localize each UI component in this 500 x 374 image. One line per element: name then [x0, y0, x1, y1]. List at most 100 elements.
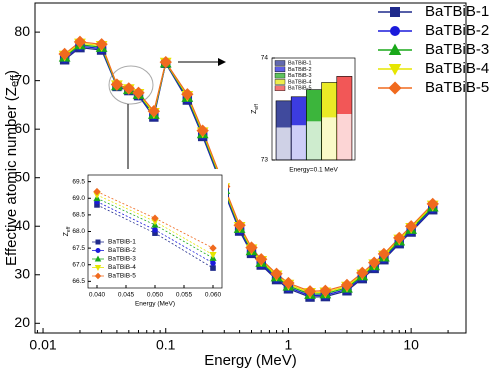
legend-label: BaTBiB-5 [288, 86, 312, 92]
y-label-sub: eff [254, 104, 260, 110]
y-tick-label: 80 [14, 23, 30, 39]
y-axis-label: Zeff [251, 104, 260, 114]
x-axis-label: Energy (MeV) [135, 301, 175, 308]
y-tick-label: 50 [14, 168, 30, 184]
y-tick-label: 68.5 [72, 212, 85, 219]
marker [152, 227, 158, 233]
marker [393, 231, 406, 245]
x-axis-label: Energy=0.1 MeV [289, 167, 338, 174]
bar-shade [337, 113, 352, 160]
x-tick-label: 10 [403, 337, 419, 353]
legend-label: BaTBiB-2 [288, 67, 312, 73]
legend-label: BaTBiB-3 [288, 73, 312, 79]
y-tick-label: 67.5 [72, 245, 85, 252]
marker [303, 285, 317, 298]
marker [209, 244, 217, 252]
marker [319, 284, 332, 297]
legend-swatch [274, 66, 286, 73]
legend-label: BaTBiB-2 [425, 22, 489, 39]
marker [95, 38, 108, 51]
marker [255, 253, 268, 266]
legend-marker [95, 248, 101, 253]
bar-shade [291, 125, 306, 160]
marker [93, 187, 101, 196]
y-tick-label: 69.5 [72, 178, 85, 185]
legend-label: BaTBiB-4 [425, 60, 489, 77]
legend-label: BaTBiB-4 [108, 264, 136, 271]
x-tick-label: 0.01 [29, 337, 56, 353]
series-line [96, 197, 214, 259]
legend-marker [94, 265, 102, 271]
marker [340, 278, 354, 292]
legend-swatch [274, 72, 286, 79]
legend-label: BaTBiB-3 [425, 41, 489, 58]
marker [73, 35, 87, 48]
marker [147, 105, 161, 118]
marker [210, 265, 216, 271]
y-label-sub: eff [66, 226, 72, 232]
marker [270, 267, 283, 280]
legend-label: BaTBiB-2 [108, 247, 136, 254]
y-axis-label: Zeff [63, 226, 72, 236]
legend-label: BaTBiB-1 [108, 239, 136, 246]
marker [233, 219, 246, 232]
legend-marker [388, 43, 402, 55]
legend-swatch [274, 85, 286, 91]
marker [110, 78, 124, 91]
marker [282, 276, 295, 290]
marker [377, 247, 391, 261]
bar-shade [276, 127, 291, 160]
plot-frame [271, 57, 356, 161]
bar-shade [322, 117, 337, 160]
y-tick-label: 69.0 [72, 195, 85, 202]
x-tick-label: 0.040 [89, 292, 106, 299]
marker [210, 260, 216, 266]
y-tick-label: 20 [14, 314, 30, 330]
x-tick-label: 0.050 [147, 292, 164, 299]
legend-swatch [274, 60, 286, 66]
marker [426, 197, 439, 211]
y-axis-label: Effective atomic number (Zeff) [3, 70, 21, 266]
zoom-ellipse [108, 65, 154, 105]
marker [151, 214, 159, 222]
x-tick-label: 0.045 [118, 292, 135, 299]
legend-marker [390, 7, 400, 17]
y-tick-label: 60 [14, 120, 30, 136]
arrow-head [218, 58, 226, 66]
y-label-main: Effective atomic number (Z [3, 87, 20, 266]
marker [122, 82, 135, 95]
y-label-main: Z [63, 231, 70, 236]
marker [196, 124, 209, 137]
y-label-end: ) [3, 70, 20, 75]
inset-background [58, 169, 228, 318]
legend-swatch [274, 79, 286, 85]
marker [368, 256, 381, 269]
y-tick-label: 73 [261, 157, 269, 164]
x-tick-label: 0.055 [176, 292, 193, 299]
legend-marker [94, 272, 102, 280]
y-label-sub: eff [9, 74, 21, 87]
plot-frame [34, 2, 467, 334]
marker [159, 55, 172, 69]
marker [181, 88, 194, 101]
legend-marker [94, 255, 102, 262]
y-tick-label: 68.0 [72, 228, 85, 235]
x-tick-label: 1 [285, 337, 293, 353]
y-tick-label: 30 [14, 265, 30, 281]
x-tick-label: 0.060 [205, 292, 222, 299]
marker [356, 266, 369, 279]
legend-marker [390, 26, 400, 36]
series-line [96, 194, 214, 256]
marker [209, 251, 217, 259]
x-axis-label: Energy (MeV) [204, 352, 297, 369]
legend-label: BaTBiB-1 [288, 60, 312, 66]
legend-marker [388, 64, 402, 76]
y-label-main: Z [251, 109, 258, 114]
marker [245, 241, 258, 254]
x-tick-label: 0.1 [156, 337, 176, 353]
marker [132, 86, 145, 99]
legend-label: BaTBiB-5 [108, 273, 136, 280]
y-tick-label: 66.5 [72, 278, 85, 285]
